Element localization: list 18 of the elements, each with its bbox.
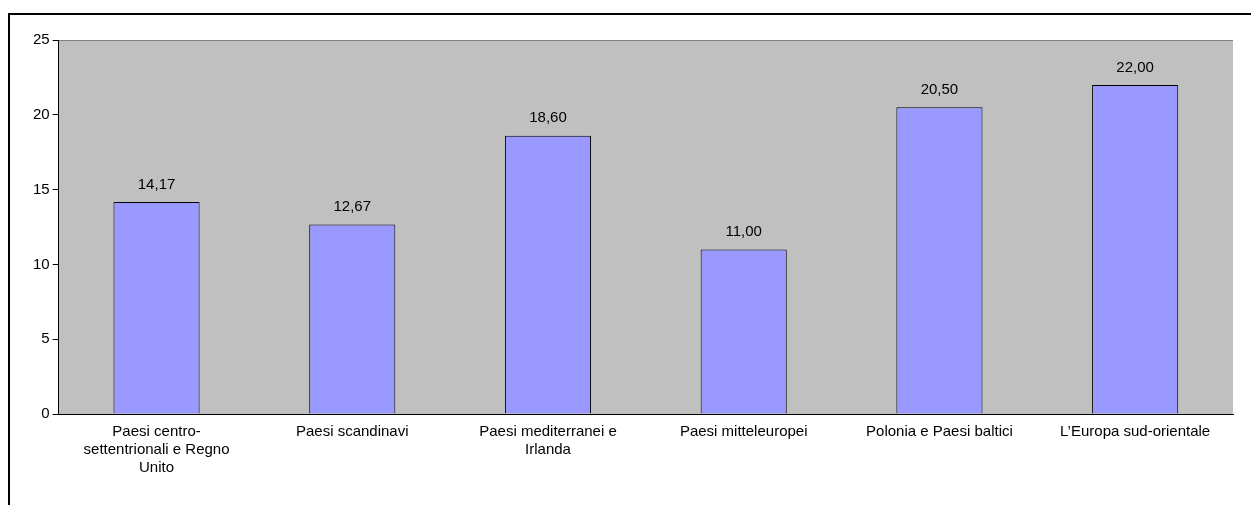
- data-label: 18,60: [529, 108, 567, 126]
- y-tick-label: 15: [33, 179, 50, 197]
- data-label: 14,17: [137, 174, 176, 192]
- data-label: 11,00: [725, 222, 762, 240]
- y-tick-label: 20: [33, 104, 50, 122]
- data-label: 12,67: [333, 197, 372, 215]
- x-tick-label: Paesi mitteleuropei: [679, 422, 808, 440]
- x-tick-label: Paesi scandinavi: [295, 422, 409, 440]
- y-tick-label: 25: [33, 30, 50, 48]
- y-tick-label: 0: [41, 404, 50, 422]
- x-tick-label: L’Europa sud-orientale: [1060, 422, 1211, 440]
- y-tick-label: 5: [41, 329, 50, 347]
- x-tick-label: Paesi centro-settentrionali e Regno Unito: [83, 422, 230, 476]
- y-tick-label: 10: [33, 254, 50, 272]
- x-tick-label: Polonia e Paesi baltici: [866, 422, 1013, 440]
- data-label: 22,00: [1116, 57, 1154, 75]
- data-label: 20,50: [920, 79, 959, 97]
- x-tick-label: Paesi mediterranei e Irlanda: [479, 422, 617, 458]
